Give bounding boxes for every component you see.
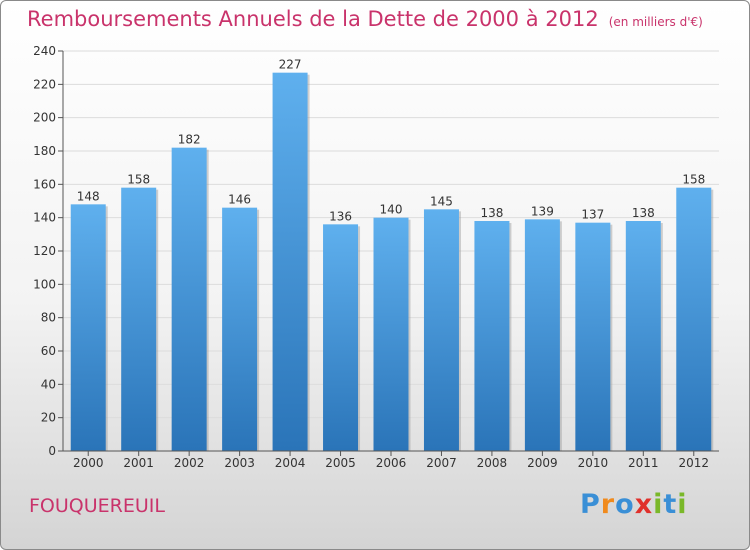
bar: [373, 217, 409, 451]
bar-value-label: 145: [430, 194, 453, 208]
bar-value-label: 182: [178, 133, 201, 147]
y-tick-label: 100: [33, 277, 56, 291]
y-tick-label: 40: [41, 377, 56, 391]
x-tick-label: 2000: [73, 456, 104, 470]
y-tick-label: 180: [33, 144, 56, 158]
x-tick-label: 2001: [123, 456, 154, 470]
logo-letter: t: [663, 489, 678, 520]
proxiti-logo: Proxiti: [580, 489, 688, 520]
bar-value-label: 158: [127, 173, 150, 187]
y-tick-label: 60: [41, 344, 56, 358]
bar: [575, 222, 611, 451]
bars: 148 158 182 146 227 136 140 145 138 139 137 138 158: [70, 58, 714, 452]
bar: [323, 224, 359, 451]
x-tick-label: 2006: [376, 456, 407, 470]
bar-value-label: 158: [682, 173, 705, 187]
x-tick-label: 2008: [477, 456, 508, 470]
chart-title-text: Remboursements Annuels de la Dette de 20…: [27, 7, 599, 31]
bar: [423, 209, 459, 451]
bar: [625, 221, 661, 451]
x-tick-label: 2010: [578, 456, 609, 470]
bar-value-label: 227: [279, 58, 302, 72]
logo-letter: r: [600, 489, 616, 520]
logo-letter: i: [677, 489, 688, 520]
x-tick-label: 2009: [527, 456, 558, 470]
y-tick-label: 120: [33, 244, 56, 258]
logo-letter: x: [634, 489, 654, 520]
bar-value-label: 136: [329, 209, 352, 223]
bar: [676, 187, 712, 451]
y-tick-label: 0: [48, 444, 56, 458]
bar: [272, 72, 308, 452]
logo-letter: o: [615, 489, 635, 520]
y-tick-label: 20: [41, 411, 56, 425]
bar: [121, 187, 157, 451]
bar: [70, 204, 106, 451]
bar: [524, 219, 560, 451]
bar: [474, 221, 510, 451]
x-tick-label: 2012: [678, 456, 709, 470]
y-tick-label: 140: [33, 211, 56, 225]
bar-value-label: 138: [632, 206, 655, 220]
bar: [222, 207, 258, 451]
bar-value-label: 146: [228, 193, 251, 207]
bar: [171, 147, 207, 451]
bar-value-label: 148: [77, 189, 100, 203]
bar-value-label: 139: [531, 204, 554, 218]
bar-value-label: 138: [480, 206, 503, 220]
x-tick-label: 2007: [426, 456, 457, 470]
x-tick-label: 2003: [224, 456, 255, 470]
bar-value-label: 140: [380, 203, 403, 217]
y-tick-label: 220: [33, 77, 56, 91]
x-tick-label: 2005: [325, 456, 356, 470]
logo-letter: P: [580, 489, 601, 520]
bar-value-label: 137: [581, 208, 604, 222]
place-name: FOUQUEREUIL: [29, 495, 165, 517]
y-tick-label: 240: [33, 44, 56, 58]
y-tick-label: 160: [33, 177, 56, 191]
x-tick-label: 2004: [275, 456, 306, 470]
chart-title: Remboursements Annuels de la Dette de 20…: [27, 7, 703, 31]
axes: 0 20 40 60 80 100 120 140 160 180 200 220 240 2000 200…: [33, 44, 719, 470]
x-tick-label: 2011: [628, 456, 659, 470]
x-tick-label: 2002: [174, 456, 205, 470]
chart-subtitle: (en milliers d'€): [608, 15, 703, 29]
y-tick-label: 200: [33, 111, 56, 125]
logo-letter: i: [653, 489, 664, 520]
y-tick-label: 80: [41, 311, 56, 325]
